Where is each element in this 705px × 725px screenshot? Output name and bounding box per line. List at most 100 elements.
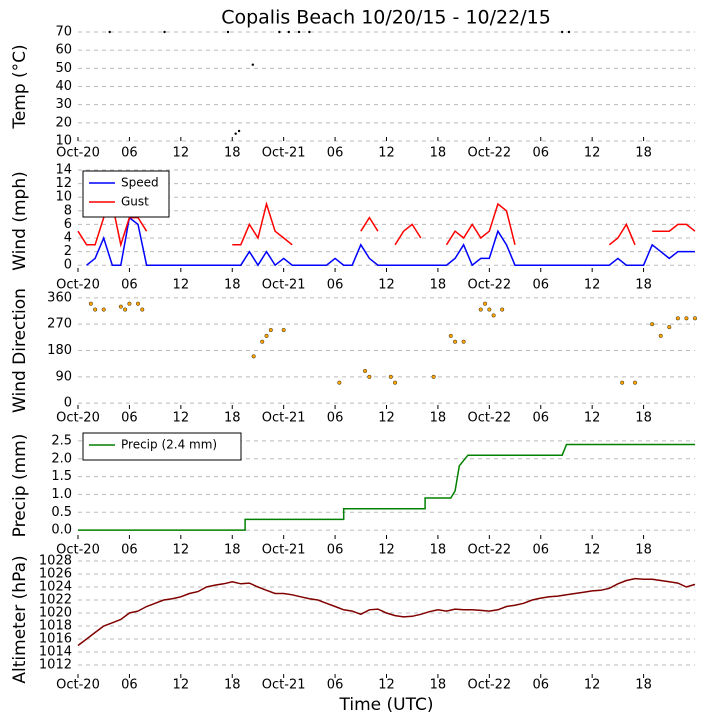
line (86, 216, 695, 267)
x-tick-label: 12 (584, 543, 601, 558)
x-tick-label: Oct-21 (262, 678, 306, 693)
x-tick-label: Oct-20 (56, 543, 100, 558)
point (264, 333, 269, 338)
x-tick-label: 18 (635, 543, 652, 558)
y-tick-label: 10 (55, 134, 72, 149)
x-tick-label: 06 (532, 146, 549, 161)
point (393, 380, 398, 385)
point (234, 132, 237, 135)
point (237, 129, 241, 133)
x-tick-label: 18 (430, 543, 447, 558)
x-tick-label: Oct-21 (262, 543, 306, 558)
point (567, 30, 571, 34)
y-tick-label: 1026 (39, 567, 72, 582)
y-tick-label: 1012 (39, 658, 72, 673)
x-tick-label: 12 (584, 678, 601, 693)
line (77, 201, 696, 248)
point (487, 307, 492, 312)
y-tick-label: 1016 (39, 632, 72, 647)
line (77, 577, 696, 647)
x-tick-label: 12 (584, 146, 601, 161)
y-axis-label: Wind Direction (10, 288, 30, 413)
point (297, 30, 301, 34)
line (78, 443, 695, 531)
y-tick-label: 40 (55, 79, 72, 94)
y-tick-label: 2.5 (51, 433, 72, 448)
x-tick-label: 06 (121, 146, 138, 161)
x-tick-label: 06 (121, 543, 138, 558)
x-tick-label: 18 (224, 543, 241, 558)
point (483, 301, 488, 306)
y-tick-label: 12 (55, 176, 72, 191)
x-tick-label: 06 (327, 678, 344, 693)
y-tick-label: 20 (55, 115, 72, 130)
point (281, 328, 286, 333)
point (633, 380, 638, 385)
point (453, 339, 458, 344)
y-tick-label: 1020 (39, 606, 72, 621)
y-tick-label: 50 (55, 61, 72, 76)
x-tick-label: Oct-21 (262, 146, 306, 161)
x-tick-label: 06 (532, 411, 549, 426)
point (260, 339, 265, 344)
x-tick-label: Oct-21 (262, 411, 306, 426)
point (118, 304, 123, 309)
point (478, 307, 483, 312)
point (140, 307, 145, 312)
point (388, 374, 393, 379)
x-tick-label: 18 (430, 678, 447, 693)
x-tick-label: 12 (378, 411, 395, 426)
point (308, 30, 311, 34)
x-tick-label: 18 (635, 411, 652, 426)
x-tick-label: 06 (327, 278, 344, 293)
y-tick-label: 14 (55, 163, 72, 178)
x-tick-label: 12 (378, 146, 395, 161)
x-tick-label: Oct-20 (56, 278, 100, 293)
point (127, 301, 132, 306)
point (337, 380, 342, 385)
y-tick-label: 180 (47, 343, 72, 358)
point (88, 301, 93, 306)
point (491, 313, 496, 318)
y-tick-label: 30 (55, 97, 72, 112)
y-tick-label: 0 (64, 258, 72, 273)
point (278, 30, 281, 34)
x-tick-label: Oct-20 (56, 411, 100, 426)
point (620, 380, 625, 385)
y-axis-label: Altimeter (hPa) (10, 555, 30, 683)
x-tick-label: 06 (327, 543, 344, 558)
x-tick-label: 06 (121, 411, 138, 426)
point (693, 316, 698, 321)
x-tick-label: 18 (430, 411, 447, 426)
y-tick-label: 10 (55, 190, 72, 205)
x-tick-label: 06 (327, 411, 344, 426)
y-tick-label: 8 (64, 203, 72, 218)
point (431, 374, 436, 379)
x-tick-label: 18 (430, 278, 447, 293)
legend-label: Precip (2.4 mm) (121, 438, 217, 452)
point (448, 333, 453, 338)
x-tick-label: 18 (635, 278, 652, 293)
y-tick-label: 1028 (39, 554, 72, 569)
point (226, 30, 230, 34)
x-tick-label: 12 (173, 678, 190, 693)
x-tick-label: 12 (378, 678, 395, 693)
x-tick-label: 12 (173, 543, 190, 558)
y-tick-label: 90 (55, 369, 72, 384)
x-axis-label: Time (UTC) (339, 695, 434, 715)
point (461, 339, 466, 344)
point (268, 328, 273, 333)
point (658, 333, 663, 338)
point (667, 325, 672, 330)
y-tick-label: 0 (64, 396, 72, 411)
point (287, 30, 291, 34)
y-tick-label: 1.0 (51, 487, 72, 502)
x-tick-label: Oct-20 (56, 678, 100, 693)
point (684, 316, 689, 321)
x-tick-label: 12 (584, 278, 601, 293)
legend-label: Speed (121, 176, 159, 190)
x-tick-label: 18 (635, 146, 652, 161)
point (367, 374, 372, 379)
x-tick-label: 18 (224, 411, 241, 426)
x-tick-label: 12 (173, 411, 190, 426)
